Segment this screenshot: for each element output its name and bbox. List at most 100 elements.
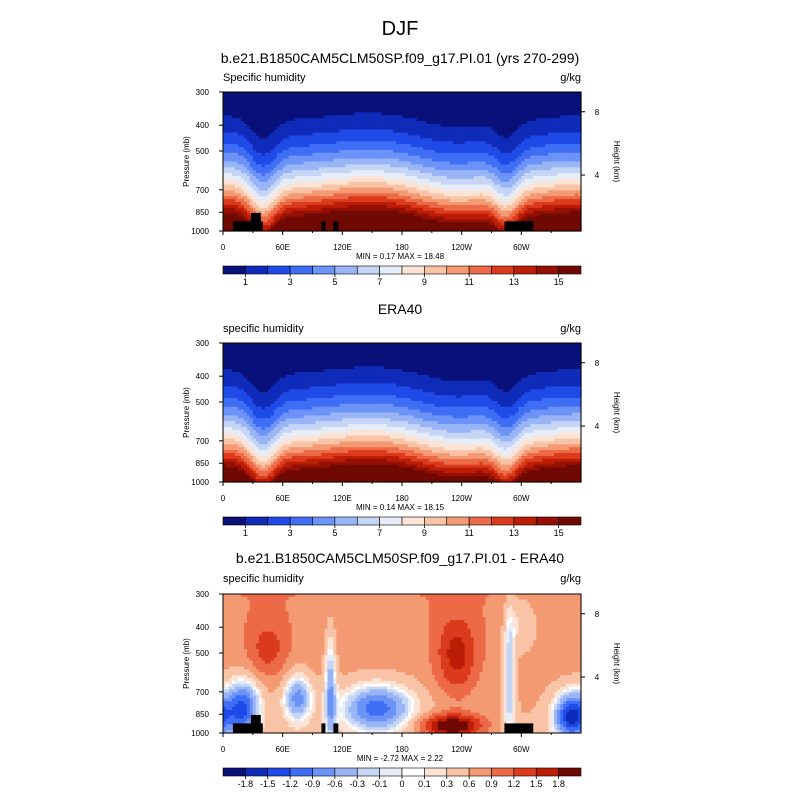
field-cell [575,144,579,148]
field-cell [551,120,555,125]
field-cell [264,149,269,154]
field-cell [366,141,370,145]
field-cell [557,207,561,212]
field-cell [506,115,510,119]
field-cell [351,123,355,128]
field-cell [482,170,487,174]
field-cell [324,170,329,174]
field-cell [476,193,481,197]
field-cell [569,94,573,99]
field-cell [330,190,334,194]
field-cell [422,173,427,177]
field-cell [443,129,448,134]
field-cell [363,193,367,197]
field-cell [270,167,275,171]
field-cell [566,178,570,183]
field-cell [297,118,302,122]
field-cell [369,193,373,197]
field-cell [240,132,245,137]
field-cell [452,97,457,102]
field-cell [246,199,251,203]
field-cell [223,175,227,180]
field-cell [569,120,573,125]
field-cell [225,173,230,177]
field-cell [351,94,355,99]
field-cell [428,147,433,151]
field-cell [267,155,272,160]
field-cell [497,123,502,128]
field-cell [333,175,337,180]
field-cell [303,147,308,151]
field-cell [351,132,355,137]
field-cell [333,178,337,183]
field-cell [443,109,448,113]
field-cell [410,196,415,200]
field-cell [437,141,442,145]
field-cell [279,207,284,212]
field-cell [410,123,415,128]
field-cell [452,173,457,177]
field-cell [464,158,469,163]
field-cell [443,190,448,194]
field-cell [279,138,284,142]
field-cell [461,115,466,119]
field-cell [437,204,442,209]
field-cell [449,118,454,122]
field-cell [223,149,227,154]
field-cell [554,170,558,174]
field-cell [563,106,567,110]
field-cell [422,210,427,215]
field-cell [225,123,230,128]
field-cell [425,202,430,206]
field-cell [324,207,329,212]
field-cell [387,94,391,99]
field-cell [345,123,349,128]
field-cell [333,164,337,168]
field-cell [393,132,397,137]
field-cell [261,135,266,139]
field-cell [369,173,373,177]
field-cell [399,94,403,99]
field-cell [228,92,233,96]
field-cell [563,155,567,160]
field-cell [306,147,311,151]
field-cell [300,164,305,168]
field-cell [569,175,573,180]
field-cell [443,152,448,157]
field-cell [560,144,564,148]
field-cell [339,196,343,200]
field-cell [231,132,236,137]
field-cell [246,204,251,209]
field-cell [393,144,397,148]
field-cell [396,167,400,171]
field-cell [413,115,418,119]
field-cell [524,167,528,171]
field-cell [410,170,415,174]
field-cell [321,170,326,174]
field-cell [509,147,513,151]
field-cell [264,94,269,99]
field-cell [333,152,337,157]
field-cell [419,155,424,160]
field-cell [318,126,323,131]
field-cell [422,112,427,116]
field-cell [470,193,475,197]
field-cell [246,161,251,165]
field-cell [479,181,484,186]
field-cell [315,196,320,200]
field-cell [539,144,543,148]
field-cell [276,103,281,108]
field-cell [482,202,487,206]
field-cell [339,103,343,108]
field-cell [342,106,346,110]
field-cell [381,126,385,131]
field-cell [554,187,558,192]
field-cell [446,175,451,180]
field-cell [563,173,567,177]
field-cell [333,97,337,102]
field-cell [330,196,334,200]
field-cell [315,135,320,139]
field-cell [455,141,460,145]
field-cell [399,158,403,163]
field-cell [282,193,287,197]
